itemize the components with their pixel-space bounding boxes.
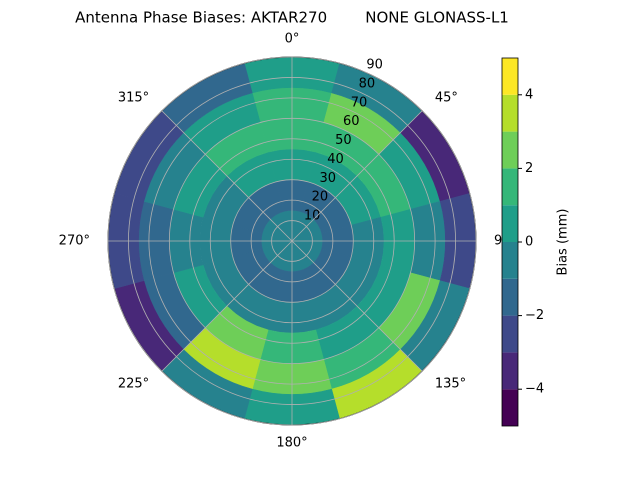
grid-spoke <box>161 240 293 372</box>
r-tick-label: 40 <box>327 152 344 167</box>
grid-spoke <box>161 110 293 242</box>
theta-tick-label: 180° <box>276 436 307 451</box>
colorbar-tick-label: 2 <box>525 161 533 176</box>
colorbar-tick-label: −2 <box>525 308 544 323</box>
colorbar-band <box>502 131 518 169</box>
r-tick-label: 10 <box>304 209 321 224</box>
theta-tick-label: 315° <box>118 91 149 106</box>
colorbar-band <box>502 168 518 206</box>
grid-spoke <box>291 240 423 372</box>
theta-tick-label: 45° <box>435 91 458 106</box>
colorbar-band <box>502 205 518 242</box>
colorbar-tick-label: 4 <box>525 87 533 102</box>
colorbar-band <box>502 389 518 426</box>
colorbar-tick-label: −4 <box>525 382 544 397</box>
colorbar-band <box>502 94 518 132</box>
colorbar-band <box>502 315 518 353</box>
theta-tick-label: 0° <box>285 32 300 47</box>
grid-spoke <box>291 110 423 242</box>
theta-tick-label: 225° <box>118 376 149 391</box>
colorbar-band <box>502 58 518 95</box>
colorbar-tick-label: 0 <box>525 235 533 250</box>
r-tick-label: 20 <box>312 190 329 205</box>
r-tick-label: 60 <box>343 114 360 129</box>
r-tick-label: 70 <box>351 95 368 110</box>
r-tick-label: 30 <box>319 171 336 186</box>
chart-title: Antenna Phase Biases: AKTAR270 NONE GLON… <box>75 9 509 27</box>
r-tick-label: 90 <box>366 58 383 73</box>
theta-tick-label: 135° <box>435 376 466 391</box>
colorbar-label: Bias (mm) <box>556 209 571 276</box>
r-tick-label: 80 <box>359 76 376 91</box>
colorbar-band <box>502 242 518 279</box>
r-tick-label: 50 <box>335 133 352 148</box>
colorbar-band <box>502 352 518 390</box>
colorbar-band <box>502 278 518 316</box>
theta-tick-label: 270° <box>59 234 90 249</box>
